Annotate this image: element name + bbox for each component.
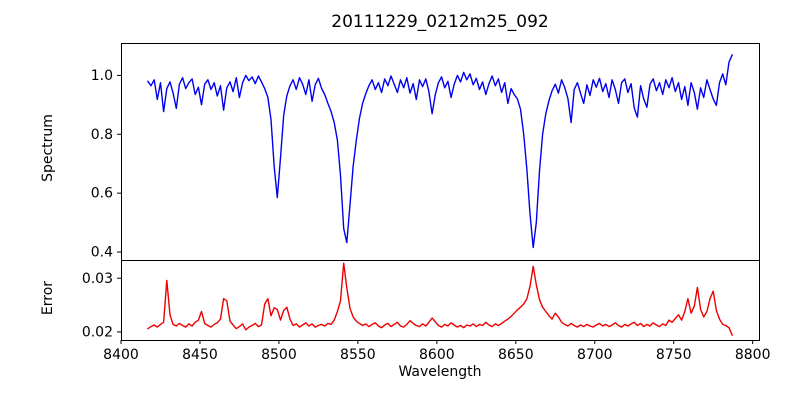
error-x-tick-label: 8750	[656, 347, 692, 363]
error-axes-frame	[121, 260, 760, 341]
chart-title: 20111229_0212m25_092	[331, 12, 549, 32]
error-x-tick-label: 8450	[182, 347, 218, 363]
spectrum-axes-frame	[121, 43, 760, 261]
spectrum-y-tick-label: 1.0	[91, 68, 113, 84]
error-x-tick-label: 8500	[261, 347, 297, 363]
error-x-tick-label: 8550	[340, 347, 376, 363]
error-x-tick-label: 8700	[577, 347, 613, 363]
spectrum-y-tick-label: 0.4	[91, 245, 113, 261]
error-x-tick-label: 8800	[735, 347, 771, 363]
error-y-tick-label: 0.02	[82, 324, 113, 340]
x-axis-label: Wavelength	[398, 364, 482, 380]
error-x-tick-label: 8600	[419, 347, 455, 363]
error-x-tick-label: 8400	[103, 347, 139, 363]
spectrum-data-line	[147, 54, 733, 249]
error-y-tick-label: 0.03	[82, 271, 113, 287]
error-x-tick-label: 8650	[498, 347, 534, 363]
spectrum-y-tick-label: 0.6	[91, 186, 113, 202]
spectrum-y-tick-label: 0.8	[91, 127, 113, 143]
error-data-line	[147, 262, 733, 336]
